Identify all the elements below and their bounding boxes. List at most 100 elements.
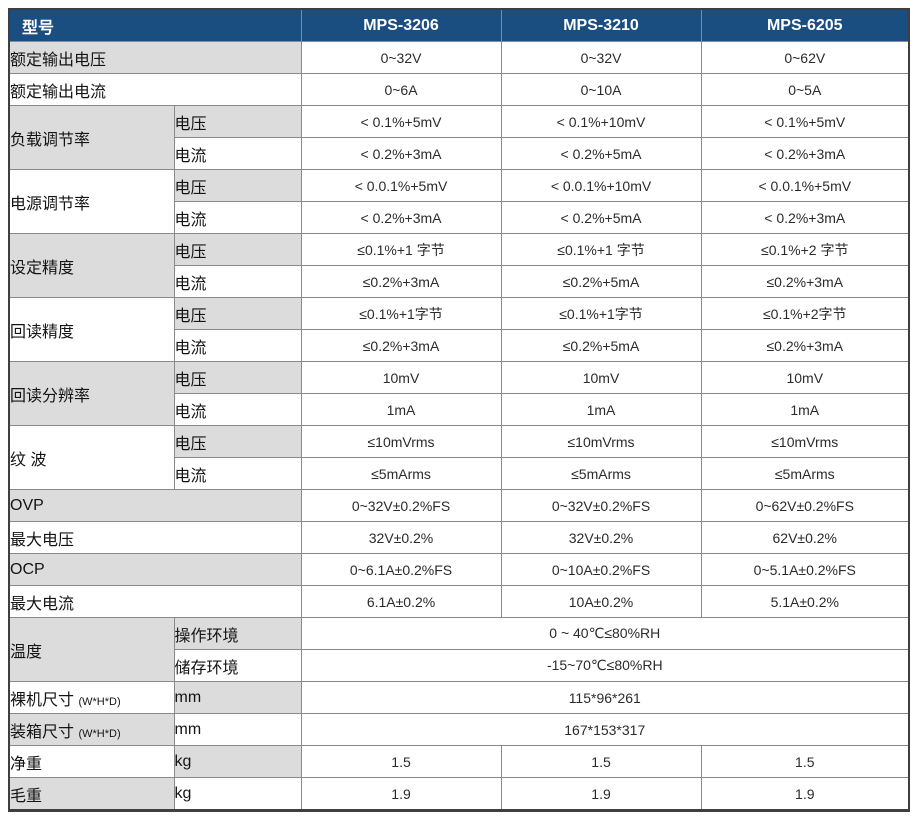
- set-acc-current-value-3: ≤0.2%+3mA: [700, 265, 910, 298]
- readback-acc-voltage-sublabel: 电压: [173, 297, 302, 330]
- row-max-current: 最大电流 6.1A±0.2% 10A±0.2% 5.1A±0.2%: [8, 585, 910, 618]
- ovp-label: OVP: [8, 489, 302, 522]
- row-readback-res-current: 电流 1mA 1mA 1mA: [9, 393, 910, 426]
- row-rated-current: 额定输出电流 0~6A 0~10A 0~5A: [8, 73, 910, 106]
- ripple-current-sublabel: 电流: [173, 457, 302, 490]
- readback-acc-current-value-2: ≤0.2%+5mA: [500, 329, 702, 362]
- row-set-acc-voltage: 设定精度 电压 ≤0.1%+1 字节 ≤0.1%+1 字节 ≤0.1%+2 字节: [8, 233, 910, 298]
- rated-current-label: 额定输出电流: [8, 73, 302, 106]
- rated-current-value-3: 0~5A: [700, 73, 910, 106]
- readback-acc-current-sublabel: 电流: [173, 329, 302, 362]
- package-size-value: 167*153*317: [300, 713, 910, 746]
- readback-acc-current-value-1: ≤0.2%+3mA: [300, 329, 502, 362]
- ripple-voltage-value-1: ≤10mVrms: [300, 425, 502, 458]
- ocp-value-2: 0~10A±0.2%FS: [500, 553, 702, 586]
- max-current-label: 最大电流: [8, 585, 302, 618]
- ocp-value-1: 0~6.1A±0.2%FS: [300, 553, 502, 586]
- load-reg-current-value-3: < 0.2%+3mA: [700, 137, 910, 170]
- ripple-current-value-1: ≤5mArms: [300, 457, 502, 490]
- row-max-voltage: 最大电压 32V±0.2% 32V±0.2% 62V±0.2%: [8, 521, 910, 554]
- ovp-value-2: 0~32V±0.2%FS: [500, 489, 702, 522]
- ocp-label: OCP: [8, 553, 302, 586]
- col-header-mps-3206: MPS-3206: [300, 8, 502, 42]
- temperature-label: 温度: [8, 617, 175, 682]
- load-reg-voltage-sublabel: 电压: [173, 105, 302, 138]
- max-voltage-label: 最大电压: [8, 521, 302, 554]
- unit-size-value: 115*96*261: [300, 681, 910, 714]
- temperature-storage-value: -15~70℃≤80%RH: [300, 649, 910, 682]
- max-current-value-3: 5.1A±0.2%: [700, 585, 910, 618]
- rated-voltage-value-2: 0~32V: [500, 41, 702, 74]
- row-ripple-voltage: 纹 波 电压 ≤10mVrms ≤10mVrms ≤10mVrms: [8, 425, 910, 490]
- spec-table: 型号 MPS-3206 MPS-3210 MPS-6205 额定输出电压 0~3…: [8, 8, 911, 812]
- net-weight-value-2: 1.5: [500, 745, 702, 778]
- gross-weight-value-3: 1.9: [700, 777, 910, 811]
- package-size-unit: mm: [173, 713, 302, 746]
- readback-acc-voltage-value-3: ≤0.1%+2字节: [700, 297, 910, 330]
- load-reg-label: 负载调节率: [8, 105, 175, 170]
- readback-acc-voltage-value-2: ≤0.1%+1字节: [500, 297, 702, 330]
- row-net-weight: 净重 kg 1.5 1.5 1.5: [8, 745, 910, 778]
- max-voltage-value-1: 32V±0.2%: [300, 521, 502, 554]
- row-unit-size: 裸机尺寸 (W*H*D) mm 115*96*261: [8, 681, 910, 714]
- row-set-acc-current: 电流 ≤0.2%+3mA ≤0.2%+5mA ≤0.2%+3mA: [9, 265, 910, 298]
- readback-res-voltage-value-1: 10mV: [300, 361, 502, 394]
- rated-current-value-2: 0~10A: [500, 73, 702, 106]
- package-size-label: 装箱尺寸 (W*H*D): [8, 713, 175, 746]
- readback-res-voltage-value-2: 10mV: [500, 361, 702, 394]
- readback-res-current-value-2: 1mA: [500, 393, 702, 426]
- load-reg-current-value-2: < 0.2%+5mA: [500, 137, 702, 170]
- row-gross-weight: 毛重 kg 1.9 1.9 1.9: [8, 777, 910, 811]
- ripple-current-value-3: ≤5mArms: [700, 457, 910, 490]
- row-temperature-operating: 温度 操作环境 0 ~ 40℃≤80%RH: [8, 617, 910, 682]
- readback-res-current-value-3: 1mA: [700, 393, 910, 426]
- ripple-label: 纹 波: [8, 425, 175, 490]
- line-reg-voltage-value-2: < 0.0.1%+10mV: [500, 169, 702, 202]
- rated-voltage-label: 额定输出电压: [8, 41, 302, 74]
- max-current-value-1: 6.1A±0.2%: [300, 585, 502, 618]
- gross-weight-value-1: 1.9: [300, 777, 502, 811]
- package-size-label-text: 装箱尺寸: [10, 723, 75, 741]
- load-reg-current-value-1: < 0.2%+3mA: [300, 137, 502, 170]
- unit-size-label-text: 裸机尺寸: [10, 691, 75, 709]
- row-readback-acc-voltage: 回读精度 电压 ≤0.1%+1字节 ≤0.1%+1字节 ≤0.1%+2字节: [8, 297, 910, 362]
- set-acc-voltage-value-3: ≤0.1%+2 字节: [700, 233, 910, 266]
- header-row: 型号 MPS-3206 MPS-3210 MPS-6205: [8, 8, 910, 42]
- readback-res-voltage-sublabel: 电压: [173, 361, 302, 394]
- line-reg-current-value-2: < 0.2%+5mA: [500, 201, 702, 234]
- rated-voltage-value-1: 0~32V: [300, 41, 502, 74]
- ocp-value-3: 0~5.1A±0.2%FS: [700, 553, 910, 586]
- temperature-operating-value: 0 ~ 40℃≤80%RH: [300, 617, 910, 650]
- row-ocp: OCP 0~6.1A±0.2%FS 0~10A±0.2%FS 0~5.1A±0.…: [8, 553, 910, 586]
- rated-voltage-value-3: 0~62V: [700, 41, 910, 74]
- model-header-label: 型号: [8, 8, 302, 42]
- row-load-reg-current: 电流 < 0.2%+3mA < 0.2%+5mA < 0.2%+3mA: [9, 137, 910, 170]
- line-reg-voltage-value-3: < 0.0.1%+5mV: [700, 169, 910, 202]
- unit-size-label-note: (W*H*D): [78, 695, 121, 708]
- readback-res-current-value-1: 1mA: [300, 393, 502, 426]
- temperature-storage-sublabel: 储存环境: [173, 649, 302, 682]
- ripple-voltage-sublabel: 电压: [173, 425, 302, 458]
- unit-size-label: 裸机尺寸 (W*H*D): [8, 681, 175, 714]
- row-readback-res-voltage: 回读分辨率 电压 10mV 10mV 10mV: [8, 361, 910, 426]
- readback-res-voltage-value-3: 10mV: [700, 361, 910, 394]
- row-line-reg-voltage: 电源调节率 电压 < 0.0.1%+5mV < 0.0.1%+10mV < 0.…: [8, 169, 910, 234]
- net-weight-label: 净重: [8, 745, 175, 778]
- max-voltage-value-3: 62V±0.2%: [700, 521, 910, 554]
- readback-res-current-sublabel: 电流: [173, 393, 302, 426]
- gross-weight-unit: kg: [173, 777, 302, 811]
- max-current-value-2: 10A±0.2%: [500, 585, 702, 618]
- set-acc-current-sublabel: 电流: [173, 265, 302, 298]
- line-reg-voltage-value-1: < 0.0.1%+5mV: [300, 169, 502, 202]
- set-acc-voltage-value-2: ≤0.1%+1 字节: [500, 233, 702, 266]
- ripple-voltage-value-3: ≤10mVrms: [700, 425, 910, 458]
- row-ovp: OVP 0~32V±0.2%FS 0~32V±0.2%FS 0~62V±0.2%…: [8, 489, 910, 522]
- line-reg-current-value-3: < 0.2%+3mA: [700, 201, 910, 234]
- line-reg-current-value-1: < 0.2%+3mA: [300, 201, 502, 234]
- ripple-current-value-2: ≤5mArms: [500, 457, 702, 490]
- line-reg-current-sublabel: 电流: [173, 201, 302, 234]
- readback-res-label: 回读分辨率: [8, 361, 175, 426]
- gross-weight-value-2: 1.9: [500, 777, 702, 811]
- set-acc-voltage-sublabel: 电压: [173, 233, 302, 266]
- load-reg-voltage-value-2: < 0.1%+10mV: [500, 105, 702, 138]
